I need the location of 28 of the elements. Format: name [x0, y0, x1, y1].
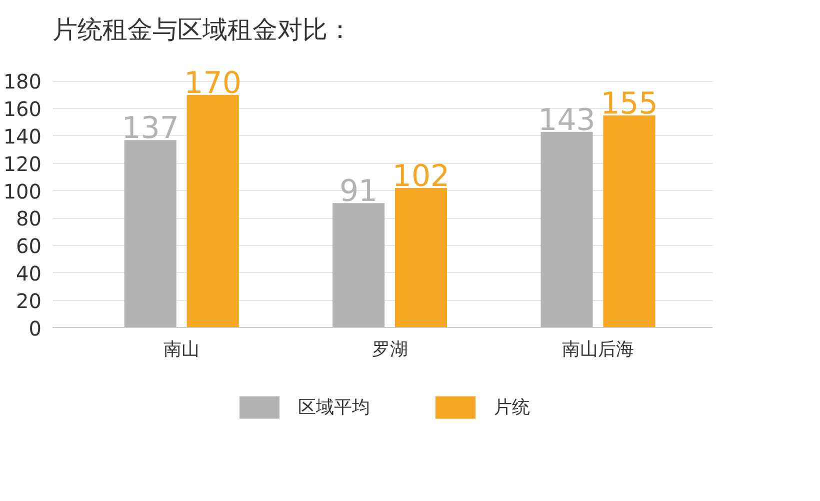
- y-tick-label: 20: [16, 288, 42, 313]
- y-tick-label: 80: [16, 206, 42, 231]
- x-tick-label: 南山后海: [562, 338, 634, 360]
- data-label: 143: [538, 102, 596, 138]
- data-label: 102: [392, 159, 450, 194]
- bar: [540, 132, 593, 328]
- bar: [186, 94, 239, 328]
- legend-label: 片统: [494, 396, 530, 419]
- y-tick-label: 60: [16, 234, 42, 258]
- x-tick-label: 南山: [164, 338, 200, 360]
- y-tick-label: 120: [3, 152, 42, 176]
- y-tick-label: 0: [28, 316, 42, 340]
- y-tick-label: 140: [3, 124, 42, 148]
- chart-title: 片统租金与区域租金对比：: [52, 15, 352, 44]
- data-label: 170: [184, 66, 242, 101]
- x-tick-label: 罗湖: [372, 338, 408, 360]
- y-tick-label: 40: [16, 261, 42, 286]
- y-tick-label: 180: [3, 70, 42, 94]
- bar: [603, 115, 656, 328]
- data-label: 137: [122, 111, 179, 146]
- y-tick-label: 100: [3, 179, 42, 204]
- bar: [124, 140, 176, 328]
- data-label: 91: [339, 174, 378, 210]
- bar: [332, 203, 385, 328]
- legend-label: 区域平均: [298, 396, 370, 419]
- data-label: 155: [600, 86, 658, 122]
- bar: [394, 188, 448, 328]
- y-tick-label: 160: [3, 97, 42, 122]
